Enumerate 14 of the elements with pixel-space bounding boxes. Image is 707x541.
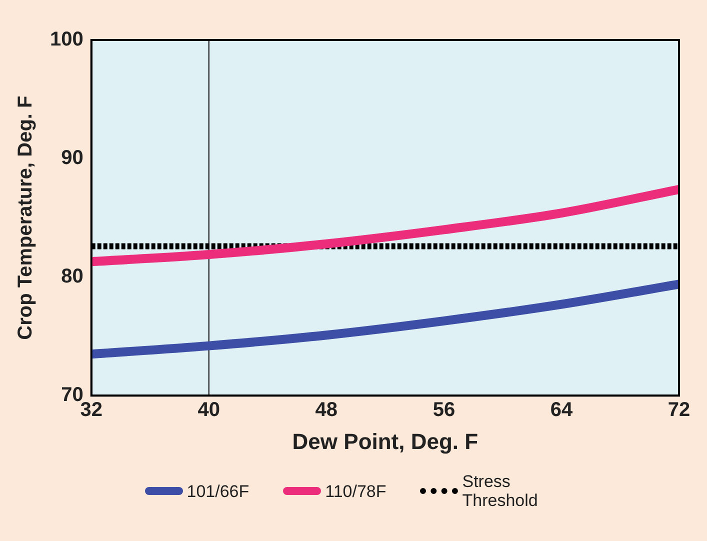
legend-label: Stress Threshold (462, 472, 539, 510)
y-tick-label: 90 (61, 147, 84, 170)
x-axis-title: Dew Point, Deg. F (292, 428, 478, 454)
x-tick-label: 32 (80, 399, 102, 422)
x-tick-label: 72 (668, 399, 690, 422)
legend-label: 110/78F (325, 482, 386, 500)
y-axis-title: Crop Temperature, Deg. F (14, 96, 37, 340)
legend-label: 101/66F (186, 482, 250, 500)
y-tick-label: 80 (61, 266, 84, 288)
x-tick-label: 40 (198, 399, 220, 422)
y-tick-label: 100 (50, 28, 84, 51)
x-tick-label: 64 (550, 399, 574, 422)
x-tick-label: 48 (315, 399, 338, 422)
x-tick-label: 56 (432, 399, 456, 422)
